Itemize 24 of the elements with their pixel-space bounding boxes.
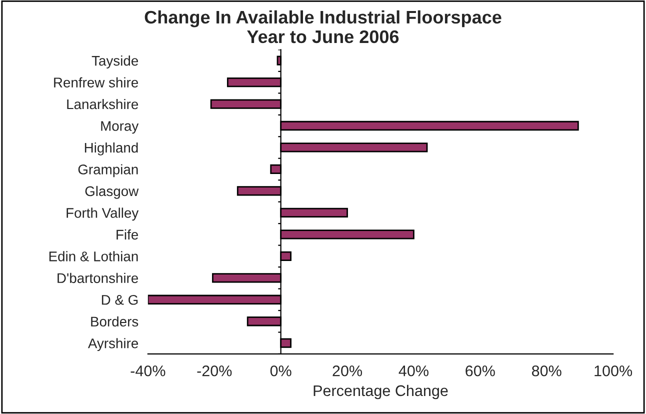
y-tick-label: Highland xyxy=(84,142,138,156)
y-tick-label: D & G xyxy=(102,294,138,305)
x-axis-title: Percentage Change xyxy=(314,384,448,400)
y-tick-label: Grampian xyxy=(78,164,138,178)
x-tick-label: -40% xyxy=(130,365,166,376)
y-tick-label: Renfrew shire xyxy=(54,77,138,88)
y-tick-label: Borders xyxy=(91,316,138,327)
y-tick-label: Lanarkshire xyxy=(67,98,138,110)
y-tick-label: Ayrshire xyxy=(88,338,138,352)
y-tick-label: Glasgow xyxy=(85,186,139,199)
x-tick-label: 80% xyxy=(532,365,562,376)
y-tick-label: Forth Valley xyxy=(66,208,139,221)
x-tick-label: 60% xyxy=(466,365,495,376)
y-tick-label: Tayside xyxy=(92,56,138,68)
x-tick-label: -20% xyxy=(197,365,232,376)
y-tick-label: D'bartonshire xyxy=(58,272,138,284)
y-tick-label: Fife xyxy=(116,229,138,240)
x-tick-label: 20% xyxy=(332,365,362,376)
x-tick-label: 40% xyxy=(398,365,428,376)
y-tick-label: Moray xyxy=(101,121,139,134)
x-tick-label: 100% xyxy=(594,365,632,376)
y-tick-label: Edin & Lothian xyxy=(49,251,138,262)
x-tick-label: 0% xyxy=(270,365,292,376)
chart-title: Change In Available Industrial Floorspace Year to June 2006 xyxy=(144,10,502,44)
